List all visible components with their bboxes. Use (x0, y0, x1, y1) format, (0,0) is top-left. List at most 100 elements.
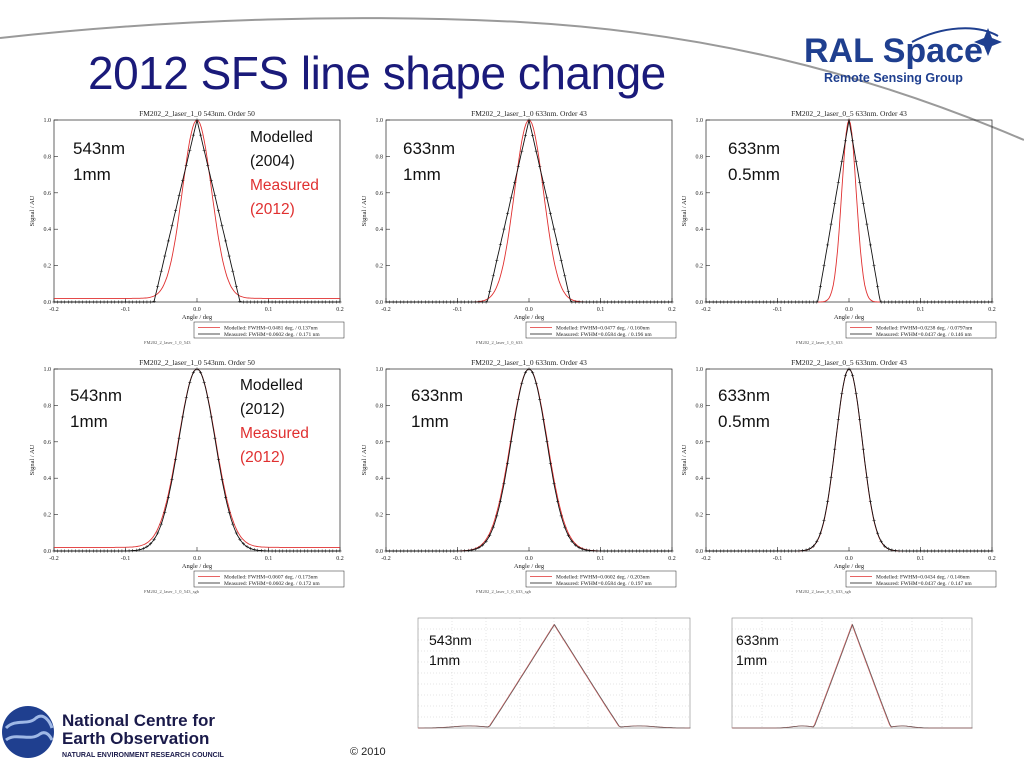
data-point (116, 549, 120, 553)
data-point (234, 284, 238, 288)
data-point (455, 300, 460, 304)
data-point (947, 549, 951, 553)
data-point (202, 148, 206, 152)
y-tick-label: 0.4 (44, 476, 52, 482)
data-point (231, 522, 235, 526)
y-tick-label: 0.0 (376, 300, 384, 306)
data-point (968, 300, 973, 304)
x-axis-label: Angle / deg (182, 563, 213, 570)
data-point (491, 274, 495, 278)
data-point (220, 478, 224, 482)
data-point (131, 549, 135, 553)
x-tick-label: 0.2 (988, 556, 996, 562)
plot-footer: FM202_2_laser_1_0_633 (476, 340, 523, 345)
data-point (120, 549, 124, 553)
x-axis-label: Angle / deg (834, 563, 865, 570)
data-point (438, 300, 442, 304)
data-point (384, 549, 388, 553)
data-point (847, 367, 851, 371)
data-point (740, 300, 744, 304)
data-point (206, 396, 210, 400)
data-point (659, 549, 663, 553)
data-point (198, 133, 203, 137)
data-point (256, 548, 260, 552)
data-point (581, 300, 585, 304)
x-tick-label: 0.1 (597, 556, 605, 562)
data-point (413, 549, 417, 553)
data-point (249, 300, 253, 304)
data-point (277, 549, 281, 553)
data-point (527, 367, 531, 371)
data-point (259, 549, 263, 553)
comparison-plot-543nm (417, 617, 691, 729)
y-tick-label: 0.6 (44, 440, 52, 446)
legend-box (845, 570, 997, 588)
data-point (620, 300, 624, 304)
data-point (224, 495, 228, 500)
data-point (865, 475, 869, 480)
data-point (840, 391, 844, 396)
data-point (829, 222, 833, 226)
data-point (868, 243, 873, 247)
data-point (961, 549, 965, 553)
data-point (822, 264, 826, 268)
data-point (879, 300, 883, 304)
data-point (743, 300, 747, 304)
data-point (563, 525, 567, 529)
legend-label: Modelled: FWHM=0.0238 deg. / 0.0797nm (876, 326, 973, 332)
plot-title: FM202_2_laser_0_5 633nm. Order 43 (791, 358, 907, 367)
data-point (63, 549, 67, 553)
data-point (833, 201, 837, 205)
data-point (331, 549, 335, 553)
data-point (986, 549, 991, 553)
data-point (416, 300, 420, 304)
data-point (670, 300, 674, 304)
data-point (98, 300, 103, 304)
data-point (299, 300, 303, 304)
data-point (659, 300, 663, 304)
data-point (972, 549, 976, 553)
data-point (786, 300, 790, 304)
legend-box (525, 570, 677, 588)
data-point (181, 415, 185, 419)
data-point (216, 457, 221, 462)
data-point (324, 300, 328, 304)
data-point (616, 549, 620, 553)
data-point (159, 522, 163, 526)
data-point (145, 300, 149, 304)
data-point (113, 300, 117, 304)
plot-633nm-05mm-2012: FM202_2_laser_0_5 633nm. Order 43 -0.2 -0.… (681, 358, 997, 594)
data-point (191, 133, 196, 137)
data-point (245, 545, 249, 549)
data-point (198, 370, 203, 375)
data-point (263, 549, 267, 553)
data-point (470, 300, 474, 304)
data-point (940, 300, 944, 304)
y-tick-label: 0.2 (696, 264, 704, 270)
data-point (733, 549, 737, 553)
x-tick-label: 0.1 (917, 556, 925, 562)
data-point (291, 549, 296, 553)
y-tick-label: 0.6 (44, 191, 52, 197)
x-tick-label: -0.1 (121, 307, 131, 313)
data-point (284, 549, 288, 553)
ral-logo-subtitle: Remote Sensing Group (824, 71, 963, 85)
data-point (216, 209, 221, 213)
data-point (666, 549, 671, 553)
data-point (302, 549, 306, 553)
data-point (556, 243, 560, 247)
data-point (911, 300, 915, 304)
comparison-line (418, 624, 691, 729)
data-point (936, 300, 940, 304)
data-point (986, 300, 991, 304)
data-point (825, 500, 830, 504)
data-point (134, 300, 138, 304)
data-point (320, 549, 324, 553)
y-tick-label: 0.6 (376, 440, 384, 446)
y-tick-label: 1.0 (696, 118, 704, 124)
data-point (81, 549, 85, 553)
y-tick-label: 0.6 (696, 440, 704, 446)
data-point (173, 457, 178, 462)
x-tick-label: -0.2 (49, 307, 59, 313)
y-tick-label: 0.8 (696, 154, 704, 160)
